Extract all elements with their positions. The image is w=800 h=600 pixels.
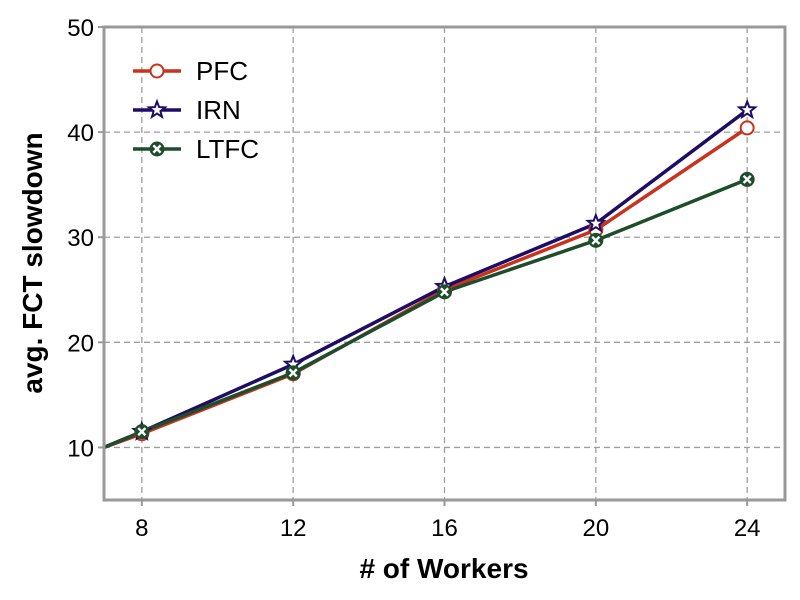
data-point-pfc [739,120,755,136]
y-tick-label: 30 [67,225,94,252]
series-line-ltfc [103,177,748,450]
legend-marker-icon [149,141,165,157]
legend-marker-icon [146,98,168,120]
legend-label: LTFC [196,134,259,164]
y-tick-label: 50 [67,15,94,42]
data-point-ltfc [285,365,301,381]
x-axis-label: # of Workers [359,553,528,584]
legend-item-irn: IRN [133,95,241,125]
x-tick-label: 24 [734,515,761,542]
y-tick-label: 40 [67,120,94,147]
data-point-ltfc [134,424,150,440]
x-tick-label: 20 [582,515,609,542]
series-line-pfc [103,126,749,450]
legend-label: PFC [196,56,248,86]
series-markers [131,98,758,442]
y-axis-ticks: 10 20 30 40 50 [67,15,104,462]
x-tick-label: 12 [280,515,307,542]
data-point-irn [736,98,758,120]
data-point-ltfc [739,171,755,187]
y-tick-label: 10 [67,435,94,462]
x-axis-ticks: 8 12 16 20 24 [135,500,761,542]
data-point-ltfc [588,232,604,248]
x-tick-label: 8 [135,515,148,542]
data-point-irn [585,212,607,233]
data-point-ltfc [437,284,452,300]
legend-item-pfc: PFC [133,56,248,86]
legend-marker-icon [149,63,165,79]
legend-item-ltfc: LTFC [133,134,259,164]
x-tick-label: 16 [431,515,458,542]
y-axis-label: avg. FCT slowdown [17,132,48,393]
legend-label: IRN [196,95,241,125]
legend: PFC IRN LTFC [133,56,259,164]
y-tick-label: 20 [67,330,94,357]
